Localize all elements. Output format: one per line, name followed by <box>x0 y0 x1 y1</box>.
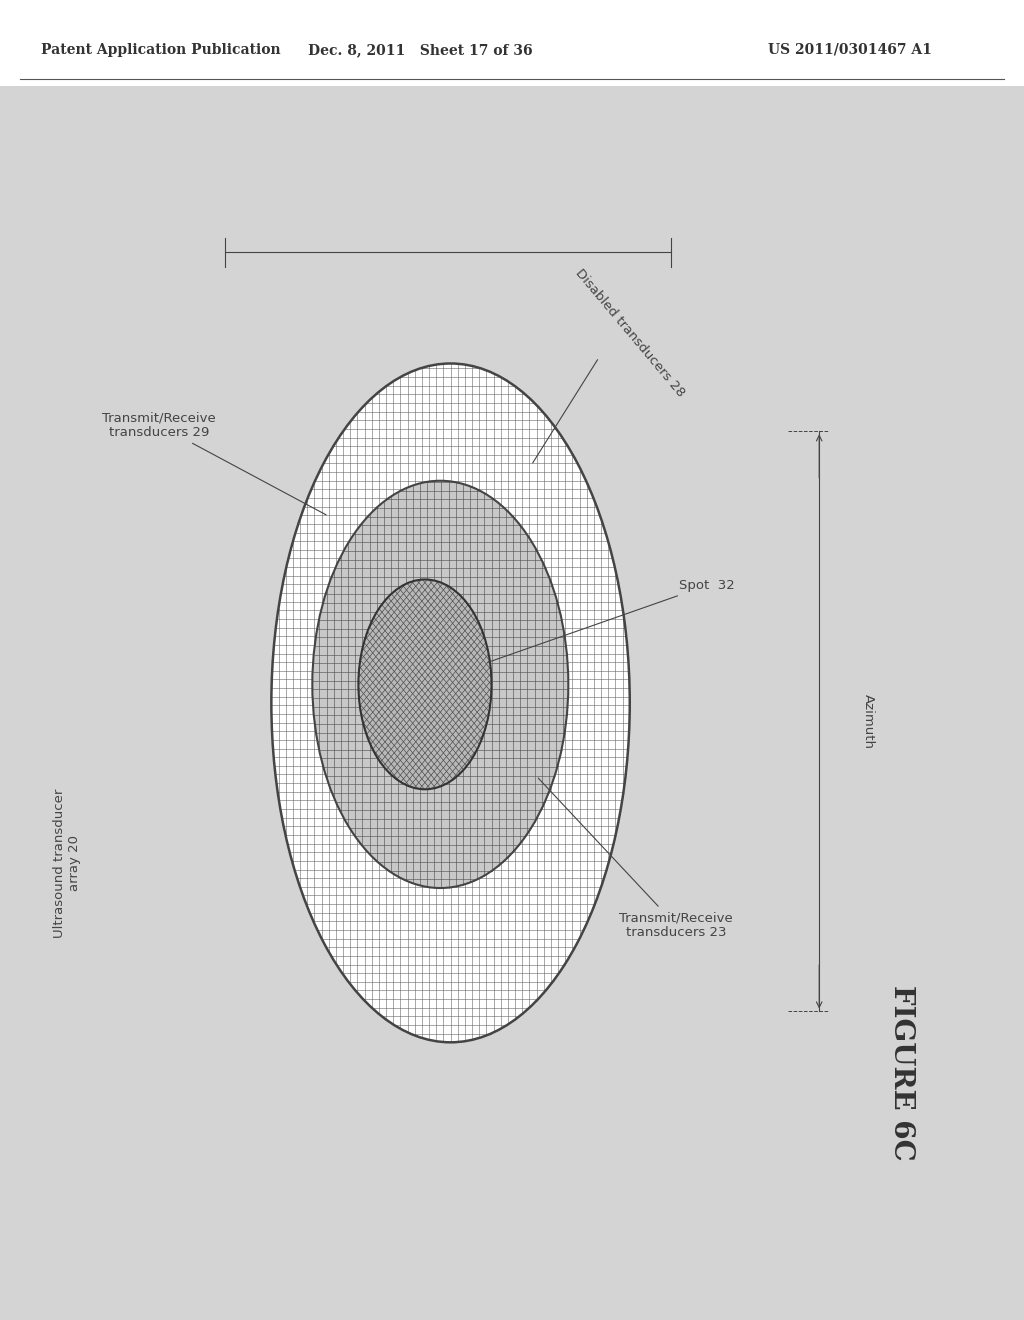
Ellipse shape <box>312 480 568 888</box>
Text: Patent Application Publication: Patent Application Publication <box>41 42 281 57</box>
Ellipse shape <box>358 579 492 789</box>
Ellipse shape <box>271 363 630 1043</box>
Text: Transmit/Receive
transducers 29: Transmit/Receive transducers 29 <box>101 412 327 515</box>
Text: Disabled transducers 28: Disabled transducers 28 <box>572 267 687 399</box>
Text: Ultrasound transducer
array 20: Ultrasound transducer array 20 <box>52 788 81 939</box>
Text: Azimuth: Azimuth <box>862 694 874 748</box>
Text: Transmit/Receive
transducers 23: Transmit/Receive transducers 23 <box>539 777 733 939</box>
Text: Dec. 8, 2011   Sheet 17 of 36: Dec. 8, 2011 Sheet 17 of 36 <box>307 42 532 57</box>
Text: Spot  32: Spot 32 <box>487 579 734 663</box>
Text: US 2011/0301467 A1: US 2011/0301467 A1 <box>768 42 932 57</box>
Text: FIGURE 6C: FIGURE 6C <box>888 985 914 1162</box>
